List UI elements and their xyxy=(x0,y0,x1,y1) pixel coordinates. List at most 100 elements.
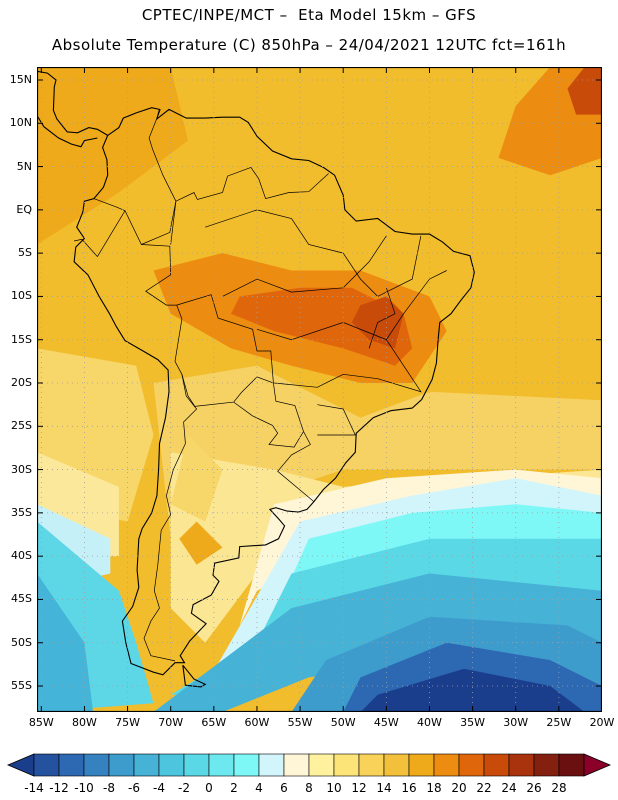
border-line xyxy=(141,244,315,502)
colorbar-label: -14 xyxy=(24,781,44,795)
longitude-label: 25W xyxy=(546,716,572,729)
longitude-label: 60W xyxy=(244,716,270,729)
colorbar-label: 20 xyxy=(451,781,467,795)
longitude-label: 45W xyxy=(373,716,399,729)
colorbar-swatch xyxy=(483,753,510,777)
latitude-label: 40S xyxy=(11,549,32,563)
longitude-label: 30W xyxy=(503,716,529,729)
colorbar-label: 4 xyxy=(255,781,263,795)
colorbar-label: -10 xyxy=(74,781,94,795)
colorbar-label: 0 xyxy=(205,781,213,795)
colorbar-swatch xyxy=(258,753,285,777)
latitude-label: 15N xyxy=(9,72,32,86)
latitude-label: 10N xyxy=(9,116,32,130)
colorbar-swatch xyxy=(433,753,460,777)
border-line xyxy=(205,209,422,297)
longitude-label: 70W xyxy=(158,716,184,729)
colorbar-swatch xyxy=(33,753,60,777)
colorbar-swatch xyxy=(358,753,385,777)
colorbar-swatch xyxy=(458,753,485,777)
colorbar-swatch xyxy=(333,753,360,777)
colorbar-swatch xyxy=(233,753,260,777)
colorbar-arrow-right xyxy=(583,753,612,777)
coastline xyxy=(182,664,207,688)
colorbar-swatch xyxy=(58,753,85,777)
latitude-label: 55S xyxy=(11,679,32,693)
colorbar-swatch xyxy=(533,753,560,777)
colorbar-swatch xyxy=(308,753,335,777)
longitude-label: 80W xyxy=(72,716,97,729)
longitude-label: 75W xyxy=(115,716,140,729)
coastline xyxy=(37,70,108,148)
temperature-band xyxy=(360,668,585,712)
political-borders xyxy=(74,109,447,662)
border-line xyxy=(143,374,198,662)
border-line xyxy=(222,235,387,297)
longitude-label: 35W xyxy=(460,716,486,729)
colorbar-swatch xyxy=(83,753,110,777)
border-line xyxy=(368,287,396,349)
colorbar-label: 8 xyxy=(305,781,313,795)
colorbar-label: -8 xyxy=(103,781,115,795)
colorbar-swatch xyxy=(108,753,135,777)
border-line xyxy=(317,404,356,436)
longitude-label: 20W xyxy=(589,716,615,729)
border-line xyxy=(74,109,177,258)
colorbar-swatch xyxy=(133,753,160,777)
temperature-band xyxy=(170,435,223,522)
longitude-label: 50W xyxy=(330,716,356,729)
temperature-band xyxy=(567,67,602,115)
border-line xyxy=(174,304,274,407)
latitude-label: 15S xyxy=(11,332,32,346)
border-line xyxy=(233,401,304,448)
latitude-label: 10S xyxy=(11,289,32,303)
map-title: CPTEC/INPE/MCT – Eta Model 15km – GFS xyxy=(141,6,477,24)
colorbar-swatch xyxy=(208,753,235,777)
colorbar-label: 22 xyxy=(476,781,492,795)
coastline xyxy=(73,107,475,676)
colorbar-label: -12 xyxy=(49,781,69,795)
colorbar-swatch xyxy=(183,753,210,777)
colorbar-label: 16 xyxy=(401,781,417,795)
latitude-label: 30S xyxy=(11,462,32,476)
map-frame xyxy=(37,67,602,712)
temperature-band xyxy=(37,573,94,712)
colorbar-label: 26 xyxy=(526,781,542,795)
colorbar-arrow-left xyxy=(6,753,35,777)
colorbar-swatch xyxy=(408,753,435,777)
colorbar-label: 14 xyxy=(376,781,392,795)
coastlines xyxy=(37,70,475,688)
latitude-label: 25S xyxy=(11,419,32,433)
colorbar-label: 10 xyxy=(326,781,342,795)
latitude-label: 5N xyxy=(16,159,32,173)
longitude-label: 55W xyxy=(287,716,313,729)
colorbar-label: 2 xyxy=(230,781,238,795)
latitude-label: 20S xyxy=(11,376,32,389)
colorbar-label: 6 xyxy=(280,781,288,795)
map-subtitle: Absolute Temperature (C) 850hPa – 24/04/… xyxy=(51,36,567,54)
border-line xyxy=(386,270,447,340)
colorbar-swatch xyxy=(558,753,585,777)
colorbar-swatch xyxy=(283,753,310,777)
latitude-label: 35S xyxy=(11,505,32,519)
colorbar-label: -6 xyxy=(128,781,140,795)
latitude-label: 50S xyxy=(11,635,32,649)
latitude-label: 5S xyxy=(18,246,32,260)
border-line xyxy=(170,166,329,245)
temperature-band xyxy=(179,521,223,565)
temperature-band xyxy=(37,67,188,245)
colorbar-label: -2 xyxy=(178,781,190,795)
latitude-label: EQ xyxy=(16,202,32,216)
colorbar-swatch xyxy=(158,753,185,777)
border-line xyxy=(256,322,422,393)
graticule xyxy=(37,67,602,712)
longitude-label: 40W xyxy=(417,716,442,729)
colorbar xyxy=(6,753,612,777)
longitude-label: 65W xyxy=(201,716,227,729)
colorbar-label: -4 xyxy=(153,781,165,795)
colorbar-label: 28 xyxy=(551,781,567,795)
colorbar-label: 18 xyxy=(426,781,442,795)
colorbar-label: 12 xyxy=(351,781,367,795)
colorbar-label: 24 xyxy=(501,781,517,795)
colorbar-swatch xyxy=(508,753,535,777)
